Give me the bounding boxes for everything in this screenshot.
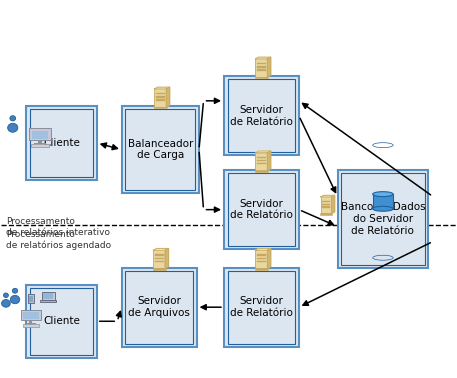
Bar xyxy=(23,324,39,327)
Polygon shape xyxy=(153,248,169,250)
Bar xyxy=(156,99,165,101)
Bar xyxy=(26,323,36,324)
Bar xyxy=(255,77,268,78)
Bar xyxy=(257,261,266,262)
Bar xyxy=(255,153,267,171)
Bar xyxy=(29,129,51,140)
Bar xyxy=(23,312,38,319)
Ellipse shape xyxy=(12,288,18,293)
Bar xyxy=(29,296,33,302)
Text: Servidor
de Arquivos: Servidor de Arquivos xyxy=(128,296,190,318)
Polygon shape xyxy=(255,248,271,250)
Text: Cliente: Cliente xyxy=(43,316,80,326)
Polygon shape xyxy=(165,248,169,268)
Bar xyxy=(28,294,34,303)
Ellipse shape xyxy=(1,299,11,307)
Bar xyxy=(320,213,332,215)
Text: Cliente: Cliente xyxy=(43,138,80,148)
FancyBboxPatch shape xyxy=(224,170,299,249)
Bar xyxy=(322,204,330,205)
Bar xyxy=(153,268,166,270)
Bar xyxy=(255,170,268,172)
FancyBboxPatch shape xyxy=(224,268,299,347)
FancyBboxPatch shape xyxy=(27,285,97,358)
Bar xyxy=(156,96,165,98)
Ellipse shape xyxy=(373,192,393,197)
Text: Servidor
de Relatório: Servidor de Relatório xyxy=(230,199,293,220)
Text: Servidor
de Relatório: Servidor de Relatório xyxy=(230,105,293,127)
Bar xyxy=(255,268,268,270)
FancyBboxPatch shape xyxy=(27,107,97,180)
Bar xyxy=(155,254,164,256)
Bar xyxy=(255,59,267,77)
Bar xyxy=(34,143,46,144)
Text: Banco de Dados
do Servidor
de Relatório: Banco de Dados do Servidor de Relatório xyxy=(340,202,425,235)
Ellipse shape xyxy=(10,116,16,121)
Ellipse shape xyxy=(4,293,8,297)
Bar xyxy=(322,206,330,208)
Polygon shape xyxy=(255,57,271,59)
Bar xyxy=(38,140,42,143)
Polygon shape xyxy=(321,195,335,197)
Bar xyxy=(257,69,266,71)
Text: Balanceador
de Carga: Balanceador de Carga xyxy=(128,139,193,160)
Bar xyxy=(155,261,164,262)
Bar xyxy=(32,131,48,139)
Bar xyxy=(41,300,56,302)
Ellipse shape xyxy=(8,123,18,132)
Polygon shape xyxy=(154,87,170,89)
FancyBboxPatch shape xyxy=(224,76,299,155)
Bar xyxy=(42,291,55,300)
Bar xyxy=(322,201,330,202)
Bar xyxy=(21,310,41,320)
Bar xyxy=(154,107,167,108)
Bar xyxy=(257,257,266,259)
Polygon shape xyxy=(166,87,170,107)
Bar xyxy=(43,293,53,299)
Bar xyxy=(153,250,165,268)
Text: Servidor
de Relatório: Servidor de Relatório xyxy=(230,296,293,318)
Text: Processamento
de relatórios interativo: Processamento de relatórios interativo xyxy=(6,217,110,237)
Bar xyxy=(257,66,266,68)
Bar xyxy=(257,254,266,256)
Polygon shape xyxy=(267,57,271,77)
Bar xyxy=(154,89,166,107)
Text: Processamento
de relatórios agendado: Processamento de relatórios agendado xyxy=(6,230,111,250)
Bar xyxy=(156,93,165,94)
Bar xyxy=(321,197,332,214)
FancyBboxPatch shape xyxy=(122,268,197,347)
Bar xyxy=(257,157,266,158)
Polygon shape xyxy=(267,248,271,268)
Ellipse shape xyxy=(11,296,20,304)
Ellipse shape xyxy=(373,206,393,211)
Bar xyxy=(30,320,32,323)
Polygon shape xyxy=(255,151,271,153)
FancyBboxPatch shape xyxy=(122,107,199,193)
Polygon shape xyxy=(332,195,335,214)
Bar xyxy=(31,144,49,147)
Bar xyxy=(155,257,164,259)
Bar xyxy=(257,63,266,64)
Bar xyxy=(255,250,267,268)
Bar xyxy=(257,163,266,164)
Bar xyxy=(373,194,393,209)
Bar xyxy=(257,160,266,161)
FancyBboxPatch shape xyxy=(338,170,428,268)
Polygon shape xyxy=(267,151,271,171)
